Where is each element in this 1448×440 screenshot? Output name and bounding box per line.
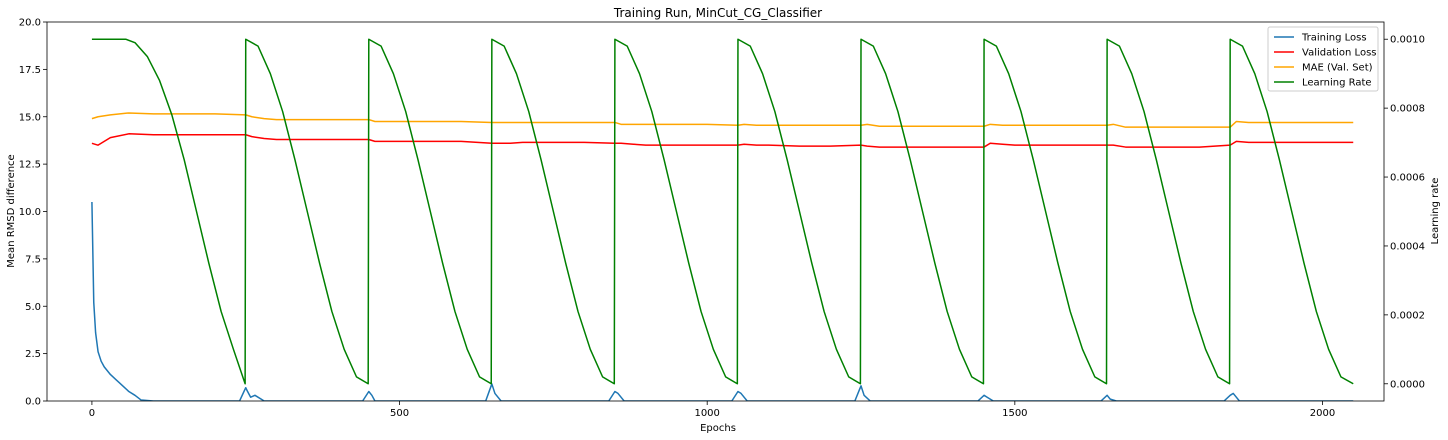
y-tick-label: 15.0: [19, 112, 41, 123]
y2-tick-label: 0.0006: [1390, 173, 1425, 184]
legend-entry: Learning Rate: [1302, 78, 1372, 89]
x-tick-label: 2000: [1310, 408, 1335, 419]
series-line-learning-rate: [91, 38, 1354, 385]
y-tick-label: 12.5: [19, 160, 41, 171]
x-axis-ticks: 0 500 1000 1500 2000: [89, 401, 1335, 419]
x-tick-label: 0: [89, 408, 95, 419]
legend-entry: Training Loss: [1301, 33, 1367, 44]
y-tick-label: 5.0: [25, 302, 41, 313]
y2-tick-label: 0.0002: [1390, 310, 1425, 321]
y-tick-label: 10.0: [19, 207, 41, 218]
y-tick-label: 2.5: [25, 349, 41, 360]
y2-tick-label: 0.0008: [1390, 104, 1425, 115]
y2-axis-ticks: 0.0000 0.0002 0.0004 0.0006 0.0008 0.0010: [1384, 35, 1425, 390]
series-line-validation-loss: [91, 133, 1354, 148]
y2-tick-label: 0.0004: [1390, 241, 1425, 252]
x-tick-label: 1500: [1002, 408, 1027, 419]
y-tick-label: 7.5: [25, 254, 41, 265]
y-tick-label: 20.0: [19, 18, 41, 29]
y2-axis-label: Learning rate: [1430, 178, 1441, 245]
plot-frame: [46, 21, 1385, 402]
y-tick-label: 0.0: [25, 397, 41, 408]
y2-tick-label: 0.0000: [1390, 379, 1425, 390]
legend: Training Loss Validation Loss MAE (Val. Se…: [1267, 26, 1379, 92]
y-axis-label: Mean RMSD difference: [6, 154, 17, 267]
y-axis-ticks: 0.0 2.5 5.0 7.5 10.0 12.5 15.0 17.5 20.0: [19, 18, 47, 408]
legend-entry: MAE (Val. Set): [1302, 63, 1373, 74]
series-line-training-loss: [91, 202, 1354, 401]
legend-box: [1267, 26, 1379, 92]
series-line-mae-val-set: [91, 112, 1354, 128]
x-tick-label: 1000: [694, 408, 719, 419]
x-tick-label: 500: [390, 408, 409, 419]
series-layer: [91, 38, 1354, 401]
legend-entry: Validation Loss: [1302, 48, 1377, 59]
chart-title: Training Run, MinCut_CG_Classifier: [613, 6, 822, 20]
y2-tick-label: 0.0010: [1390, 35, 1425, 46]
y-tick-label: 17.5: [19, 65, 41, 76]
x-axis-label: Epochs: [700, 423, 736, 434]
